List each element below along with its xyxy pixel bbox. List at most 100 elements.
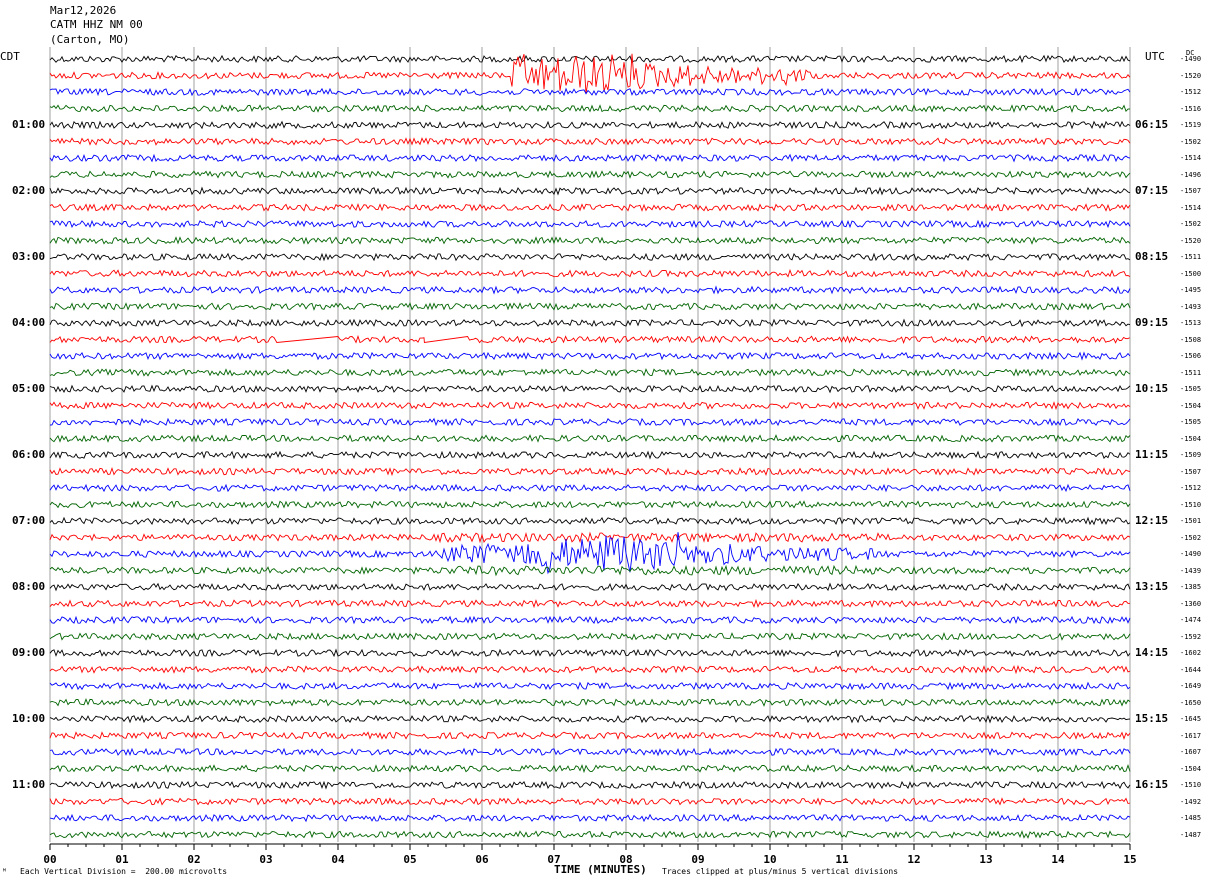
trace-line-6	[49, 137, 1131, 146]
dc-offset-label: -1504	[1180, 434, 1202, 443]
x-tick-label-14: 14	[1051, 853, 1065, 866]
dc-offset-label: -1490	[1180, 550, 1202, 558]
trace-line-12	[49, 236, 1131, 245]
trace-line-19	[49, 351, 1131, 361]
x-tick-label-10: 10	[763, 853, 776, 866]
dc-offset-label: -1511	[1180, 368, 1202, 377]
dc-offset-label: -1516	[1180, 104, 1202, 113]
dc-offset-label: -1506	[1180, 352, 1202, 360]
x-tick-label-03: 03	[259, 853, 272, 866]
dc-offset-label: -1510	[1180, 500, 1202, 509]
dc-offset-label: -1513	[1180, 319, 1202, 327]
left-hour-label: 06:00	[12, 448, 46, 461]
trace-line-46	[49, 797, 1131, 806]
dc-offset-label: -1649	[1180, 682, 1202, 690]
trace-line-11	[49, 219, 1131, 229]
trace-line-48	[49, 830, 1131, 839]
time-gridlines	[49, 47, 1131, 842]
trace-line-7	[49, 153, 1131, 163]
trace-line-37	[49, 648, 1131, 658]
dc-offset-label: -1511	[1180, 253, 1202, 261]
dc-offset-label: -1505	[1180, 385, 1202, 393]
dc-offset-label: -1504	[1180, 401, 1202, 410]
left-hour-label: 05:00	[12, 382, 46, 395]
left-hour-label: 01:00	[12, 118, 46, 131]
trace-line-25	[49, 450, 1131, 460]
right-hour-label: 08:15	[1135, 250, 1169, 263]
x-axis-title: TIME (MINUTES)	[554, 863, 647, 876]
trace-line-42	[49, 731, 1131, 740]
trace-line-41	[49, 714, 1131, 724]
right-hour-label: 13:15	[1135, 580, 1169, 593]
dc-offset-label: -1493	[1180, 302, 1202, 311]
dc-offset-label: -1512	[1180, 88, 1202, 96]
dc-offset-label: -1645	[1180, 715, 1202, 723]
x-tick-label-08: 08	[619, 853, 632, 866]
x-tick-label-11: 11	[835, 853, 849, 866]
trace-line-36	[49, 632, 1131, 641]
dc-offset-label: -1617	[1180, 731, 1202, 740]
dc-offset-label: -1439	[1180, 566, 1202, 575]
header-station: CATM HHZ NM 00	[50, 18, 143, 31]
left-hour-label: 11:00	[12, 778, 46, 791]
x-tick-label-02: 02	[187, 853, 200, 866]
trace-line-43	[49, 747, 1131, 757]
trace-line-44	[49, 763, 1131, 774]
trace-line-38	[49, 664, 1131, 675]
trace-line-47	[49, 813, 1131, 823]
dc-offset-label: -1509	[1180, 451, 1202, 459]
trace-line-8	[49, 170, 1131, 179]
dc-offset-label: -1507	[1180, 467, 1202, 476]
dc-offset-label: -1500	[1180, 269, 1202, 278]
trace-line-28	[49, 500, 1131, 509]
timezone-left-label: CDT	[0, 50, 20, 63]
trace-line-40	[49, 698, 1131, 707]
x-tick-label-00: 00	[43, 853, 56, 866]
trace-line-21	[49, 384, 1131, 394]
dc-offset-label: -1508	[1180, 335, 1202, 344]
right-hour-label: 16:15	[1135, 778, 1169, 791]
dc-offset-label: -1519	[1180, 121, 1202, 129]
trace-line-31	[49, 532, 1131, 575]
trace-line-15	[49, 285, 1131, 295]
dc-offset-header: DC	[1186, 49, 1195, 57]
trace-line-35	[49, 615, 1131, 625]
x-tick-label-06: 06	[475, 853, 489, 866]
trace-line-27	[49, 483, 1131, 493]
right-hour-label: 12:15	[1135, 514, 1169, 527]
right-hour-label: 14:15	[1135, 646, 1169, 659]
left-hour-label: 09:00	[12, 646, 46, 659]
trace-line-16	[49, 302, 1131, 311]
right-hour-label: 09:15	[1135, 316, 1169, 329]
dc-offset-label: -1505	[1180, 418, 1202, 426]
dc-offset-label: -1602	[1180, 649, 1202, 657]
trace-line-5	[49, 120, 1131, 130]
dc-offset-label: -1492	[1180, 797, 1202, 806]
dc-offset-label: -1495	[1180, 286, 1202, 294]
right-hour-label: 06:15	[1135, 118, 1169, 131]
dc-offset-label: -1485	[1180, 814, 1202, 822]
left-hour-label: 08:00	[12, 580, 46, 593]
trace-line-29	[49, 516, 1131, 526]
trace-line-2	[49, 53, 1131, 94]
dc-offset-label: -1607	[1180, 748, 1202, 756]
trace-line-30	[49, 531, 1131, 544]
trace-line-24	[49, 434, 1131, 443]
dc-offset-label: -1490	[1180, 55, 1202, 63]
dc-offset-label: -1514	[1180, 203, 1202, 212]
left-hour-label: 02:00	[12, 184, 46, 197]
dc-offset-label: -1592	[1180, 632, 1202, 641]
trace-line-1	[49, 54, 1131, 64]
trace-line-39	[49, 681, 1131, 691]
left-hour-label: 04:00	[12, 316, 46, 329]
timezone-right-label: UTC	[1145, 50, 1165, 63]
dc-offset-label: -1502	[1180, 137, 1202, 146]
trace-line-18	[49, 334, 1130, 345]
trace-line-3	[49, 87, 1131, 97]
trace-line-34	[49, 598, 1131, 609]
left-hour-label: 10:00	[12, 712, 46, 725]
footer-mark: ᴹ	[2, 867, 7, 876]
trace-line-32	[49, 564, 1131, 577]
trace-line-26	[49, 466, 1131, 477]
